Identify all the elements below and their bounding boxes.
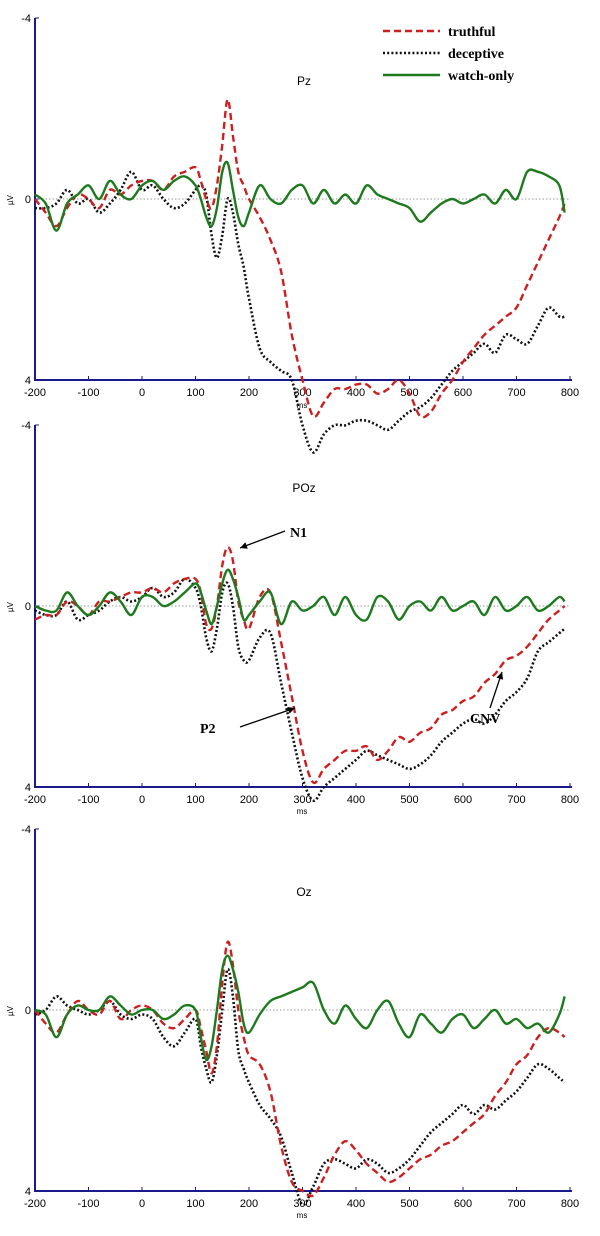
annotation-label: CNV bbox=[470, 712, 500, 727]
panel-title: POz bbox=[292, 481, 315, 495]
panel-oz: -200 -100 0 100 200 300 400 500 600 700 800 -4 0 4 µV m… bbox=[6, 824, 579, 1220]
x-tick-label: 600 bbox=[454, 794, 472, 806]
x-tick-label: 200 bbox=[240, 1198, 258, 1210]
x-tick-label: 0 bbox=[139, 1198, 145, 1210]
y-tick-label: 4 bbox=[25, 782, 31, 794]
annotation-label: P2 bbox=[200, 722, 216, 737]
x-tick-label: 200 bbox=[240, 387, 258, 399]
x-tick-label: 500 bbox=[400, 794, 418, 806]
x-tick-label: 100 bbox=[186, 387, 204, 399]
legend: truthful deceptive watch-only bbox=[383, 25, 514, 84]
x-tick-label: 200 bbox=[240, 794, 258, 806]
series-line-watch-only bbox=[34, 160, 566, 232]
y-tick-label: 0 bbox=[25, 601, 31, 613]
annotation-arrowhead bbox=[496, 672, 504, 680]
panel-title: Oz bbox=[296, 885, 311, 899]
x-tick-label: 600 bbox=[454, 1198, 472, 1210]
x-tick-label: -200 bbox=[24, 387, 46, 399]
x-tick-label: -200 bbox=[24, 1198, 46, 1210]
series-line-watch-only bbox=[34, 568, 566, 626]
x-tick-label: -200 bbox=[24, 794, 46, 806]
x-tick-label: 400 bbox=[347, 387, 365, 399]
panel-pz: -200 -100 0 100 200 300 400 500 600 700 800-404µVm… bbox=[6, 13, 579, 454]
x-tick-label: 0 bbox=[139, 387, 145, 399]
panel-poz: -200 -100 0 100 200 300 400 500 600 700 800 -4 0 4 µV m… bbox=[6, 420, 579, 816]
series-line-truthful bbox=[34, 545, 566, 785]
y-tick-label: 0 bbox=[25, 1005, 31, 1017]
x-tick-label: 500 bbox=[400, 1198, 418, 1210]
x-tick-label: 700 bbox=[507, 794, 525, 806]
series-line-deceptive bbox=[34, 170, 565, 454]
annotation-arrow bbox=[239, 707, 296, 728]
y-tick-label: -4 bbox=[21, 420, 31, 432]
y-tick-label: 4 bbox=[25, 1186, 31, 1198]
x-tick-label: 700 bbox=[507, 387, 525, 399]
annotation-arrowhead bbox=[287, 706, 295, 714]
x-tick-label: 100 bbox=[186, 1198, 204, 1210]
y-axis-label: µV bbox=[6, 601, 15, 612]
y-tick-label: -4 bbox=[21, 13, 31, 25]
x-tick-label: 700 bbox=[507, 1198, 525, 1210]
annotation-label: N1 bbox=[290, 526, 307, 541]
series-line-deceptive bbox=[34, 577, 566, 802]
x-tick-label: 800 bbox=[561, 387, 579, 399]
annotation-n1: N1 bbox=[239, 526, 307, 549]
x-tick-label: 400 bbox=[347, 1198, 365, 1210]
legend-label-truthful: truthful bbox=[448, 25, 496, 40]
legend-label-watch-only: watch-only bbox=[448, 69, 514, 84]
y-tick-label: 4 bbox=[25, 375, 31, 387]
x-tick-label: 100 bbox=[186, 794, 204, 806]
x-tick-label: 600 bbox=[454, 387, 472, 399]
y-axis-label: µV bbox=[6, 194, 15, 205]
x-axis-label: ms bbox=[297, 401, 308, 410]
y-axis-label: µV bbox=[6, 1005, 15, 1016]
x-axis-label: ms bbox=[297, 807, 308, 816]
annotation-cnv: CNV bbox=[470, 671, 504, 727]
series-line-truthful bbox=[34, 98, 566, 419]
x-tick-label: 0 bbox=[139, 794, 145, 806]
annotation-arrow bbox=[239, 530, 286, 549]
x-tick-label: -100 bbox=[77, 1198, 99, 1210]
annotation-arrowhead bbox=[240, 542, 248, 549]
series-line-truthful bbox=[34, 940, 566, 1198]
x-tick-label: -100 bbox=[77, 794, 99, 806]
panel-title: Pz bbox=[297, 74, 311, 88]
y-tick-label: 0 bbox=[25, 194, 31, 206]
x-axis-label: ms bbox=[297, 1211, 308, 1220]
x-tick-label: 800 bbox=[561, 1198, 579, 1210]
x-tick-label: 400 bbox=[347, 794, 365, 806]
annotation-p2: P2 bbox=[200, 706, 296, 737]
series-line-watch-only bbox=[34, 954, 566, 1062]
x-tick-label: -100 bbox=[77, 387, 99, 399]
legend-label-deceptive: deceptive bbox=[448, 47, 504, 62]
x-tick-label: 300 bbox=[293, 387, 311, 399]
series-line-deceptive bbox=[34, 967, 566, 1207]
x-tick-label: 300 bbox=[293, 794, 311, 806]
x-tick-label: 800 bbox=[561, 794, 579, 806]
x-tick-label: 300 bbox=[293, 1198, 311, 1210]
y-tick-label: -4 bbox=[21, 824, 31, 836]
